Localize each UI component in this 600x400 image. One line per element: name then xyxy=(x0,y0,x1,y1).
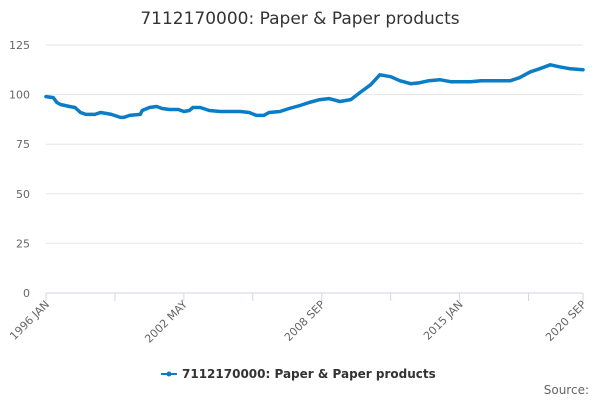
data-point xyxy=(327,97,331,101)
data-point xyxy=(59,103,63,107)
data-point xyxy=(227,109,231,113)
data-point xyxy=(537,67,541,71)
data-point xyxy=(68,105,72,109)
data-point xyxy=(499,79,503,83)
data-point xyxy=(449,80,453,84)
data-point xyxy=(140,108,144,112)
data-point xyxy=(73,105,77,109)
data-point xyxy=(398,79,402,83)
y-tick-label: 75 xyxy=(16,138,30,151)
data-point xyxy=(262,113,266,117)
data-point xyxy=(298,104,302,108)
y-tick-label: 125 xyxy=(9,39,30,52)
y-tick-label: 25 xyxy=(16,237,30,250)
gridlines xyxy=(46,44,583,244)
y-tick-label: 50 xyxy=(16,188,30,201)
data-point xyxy=(122,115,126,119)
data-point xyxy=(155,105,159,109)
data-point xyxy=(247,110,251,114)
data-point xyxy=(581,68,585,72)
data-point xyxy=(191,105,195,109)
x-tick-label: 2015 JAN xyxy=(421,298,466,343)
data-point xyxy=(307,101,311,105)
data-point xyxy=(548,63,552,67)
y-axis: 0 25 50 75 100 125 xyxy=(9,39,30,300)
data-point xyxy=(147,105,151,109)
data-point xyxy=(528,70,532,74)
data-point xyxy=(389,75,393,79)
data-point xyxy=(518,76,522,80)
x-tick-label: 2008 SEP xyxy=(282,298,328,344)
data-point xyxy=(104,111,108,115)
y-tick-label: 0 xyxy=(23,287,30,300)
data-point xyxy=(160,106,164,110)
data-point xyxy=(78,110,82,114)
x-tick-label: 2002 MAY xyxy=(142,298,190,346)
data-point xyxy=(378,73,382,77)
data-point xyxy=(182,109,186,113)
data-point xyxy=(418,81,422,85)
data-point xyxy=(338,100,342,104)
data-point xyxy=(176,107,180,111)
data-point xyxy=(84,112,88,116)
y-tick-label: 100 xyxy=(9,89,30,102)
data-point xyxy=(55,101,59,105)
data-point xyxy=(187,108,191,112)
data-point xyxy=(138,112,142,116)
data-point xyxy=(254,113,258,117)
series-line xyxy=(44,63,585,120)
legend[interactable]: 7112170000: Paper & Paper products xyxy=(161,367,436,381)
data-point xyxy=(438,78,442,82)
data-point xyxy=(508,79,512,83)
data-point xyxy=(93,112,97,116)
data-point xyxy=(118,115,122,119)
data-point xyxy=(458,80,462,84)
data-point xyxy=(488,79,492,83)
legend-dot-marker xyxy=(166,371,172,377)
x-axis: 1996 JAN 2002 MAY 2008 SEP 2015 JAN 2020 SEP xyxy=(7,292,589,346)
plot-area xyxy=(44,63,585,120)
source-label: Source: xyxy=(544,383,589,397)
x-tick-label: 1996 JAN xyxy=(7,298,52,343)
data-point xyxy=(267,110,271,114)
data-point xyxy=(167,107,171,111)
data-point xyxy=(557,65,561,69)
data-point xyxy=(98,110,102,114)
data-point xyxy=(409,82,413,86)
data-point xyxy=(568,67,572,71)
data-point xyxy=(469,80,473,84)
data-point xyxy=(358,91,362,95)
data-point xyxy=(287,106,291,110)
legend-label: 7112170000: Paper & Paper products xyxy=(182,367,436,381)
data-point xyxy=(318,98,322,102)
data-point xyxy=(427,79,431,83)
data-point xyxy=(349,98,353,102)
data-point xyxy=(127,113,131,117)
data-point xyxy=(51,96,55,100)
data-point xyxy=(369,83,373,87)
x-tick-label: 2020 SEP xyxy=(543,298,589,344)
data-point xyxy=(198,105,202,109)
data-point xyxy=(238,109,242,113)
data-point xyxy=(278,109,282,113)
data-point xyxy=(218,109,222,113)
data-point xyxy=(109,112,113,116)
chart-title: 7112170000: Paper & Paper products xyxy=(140,9,459,29)
data-point xyxy=(207,108,211,112)
data-point xyxy=(44,95,48,99)
data-point xyxy=(479,79,483,83)
